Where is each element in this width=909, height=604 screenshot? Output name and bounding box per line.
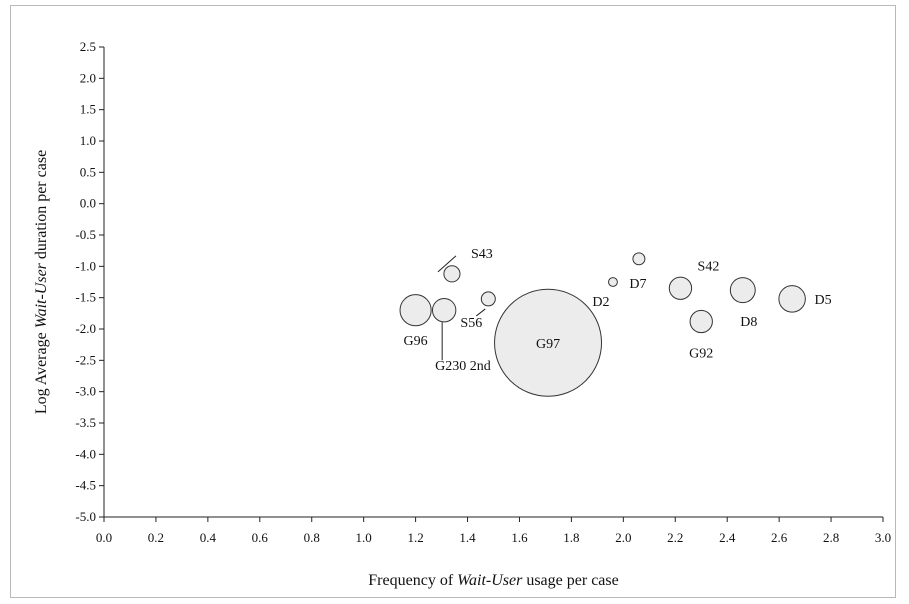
y-tick-label: -5.0 <box>75 509 96 524</box>
bubble-g96 <box>399 294 432 327</box>
bubble-label: G96 <box>404 334 428 349</box>
x-tick-label: 0.8 <box>304 530 320 545</box>
y-tick-label: -3.5 <box>75 415 96 430</box>
x-axis-title: Frequency of Wait-User usage per case <box>368 572 618 589</box>
leader-line <box>437 255 457 273</box>
y-tick-label: -0.5 <box>75 227 96 242</box>
bubble-label: D8 <box>740 315 757 330</box>
y-tick-label: 2.0 <box>80 70 96 85</box>
bubble-label: S43 <box>471 247 493 262</box>
y-tick-label: 0.5 <box>80 164 96 179</box>
y-tick-label: -3.0 <box>75 384 96 399</box>
y-axis-title: Log Average Wait-User duration per case <box>33 150 50 414</box>
y-tick-label: 1.0 <box>80 133 96 148</box>
x-tick-label: 1.8 <box>563 530 579 545</box>
bubble-label: G97 <box>536 337 560 352</box>
x-tick-label: 2.6 <box>771 530 788 545</box>
x-tick-label: 2.8 <box>823 530 839 545</box>
x-tick-label: 2.0 <box>615 530 631 545</box>
bubble-label: S42 <box>698 259 720 274</box>
x-tick-label: 0.6 <box>252 530 269 545</box>
bubbles <box>399 252 806 397</box>
y-tick-label: -4.0 <box>75 446 96 461</box>
x-tick-label: 1.0 <box>356 530 372 545</box>
x-tick-label: 0.4 <box>200 530 217 545</box>
bubble-label: G230 2nd <box>435 359 491 374</box>
bubble-s42 <box>668 276 693 300</box>
bubble-d7 <box>632 252 646 266</box>
bubble-label: S56 <box>460 316 482 331</box>
axes: 2.5 2.0 1.5 1.0 0.5 0.0 -0.5 -1.0 -1.5 -2.0 -2.5 -3… <box>75 39 891 545</box>
x-tick-label: 1.2 <box>407 530 423 545</box>
bubble-labels: G96 G230 2nd S43 S56 G97 D2 D7 S42 G92 D8 D5 <box>404 247 832 374</box>
x-tick-label: 0.2 <box>148 530 164 545</box>
y-tick-label: -1.5 <box>75 290 96 305</box>
x-tick-label: 1.6 <box>511 530 528 545</box>
x-tick-label: 3.0 <box>875 530 891 545</box>
y-tick-label: -4.5 <box>75 478 96 493</box>
bubble-d2 <box>608 277 618 287</box>
bubble-label: D2 <box>592 295 609 310</box>
bubble-d8 <box>729 277 756 304</box>
x-tick-label: 2.2 <box>667 530 683 545</box>
bubble-g97 <box>494 288 603 397</box>
bubble-g230-2nd <box>431 298 457 323</box>
bubble-s56 <box>480 291 496 307</box>
bubble-label: D7 <box>629 277 646 292</box>
y-tick-label: -2.0 <box>75 321 96 336</box>
bubble-d5 <box>778 285 806 313</box>
y-tick-label: -2.5 <box>75 352 96 367</box>
y-tick-label: 0.0 <box>80 196 96 211</box>
x-tick-label: 0.0 <box>96 530 112 545</box>
y-tick-label: 1.5 <box>80 102 96 117</box>
x-tick-label: 1.4 <box>459 530 476 545</box>
bubble-s43 <box>443 265 461 283</box>
y-tick-label: -1.0 <box>75 258 96 273</box>
bubble-g92 <box>689 309 713 334</box>
bubble-label: G92 <box>689 346 713 361</box>
x-tick-label: 2.4 <box>719 530 736 545</box>
y-tick-label: 2.5 <box>80 39 96 54</box>
leader-line <box>475 308 486 317</box>
bubble-label: D5 <box>815 293 832 308</box>
